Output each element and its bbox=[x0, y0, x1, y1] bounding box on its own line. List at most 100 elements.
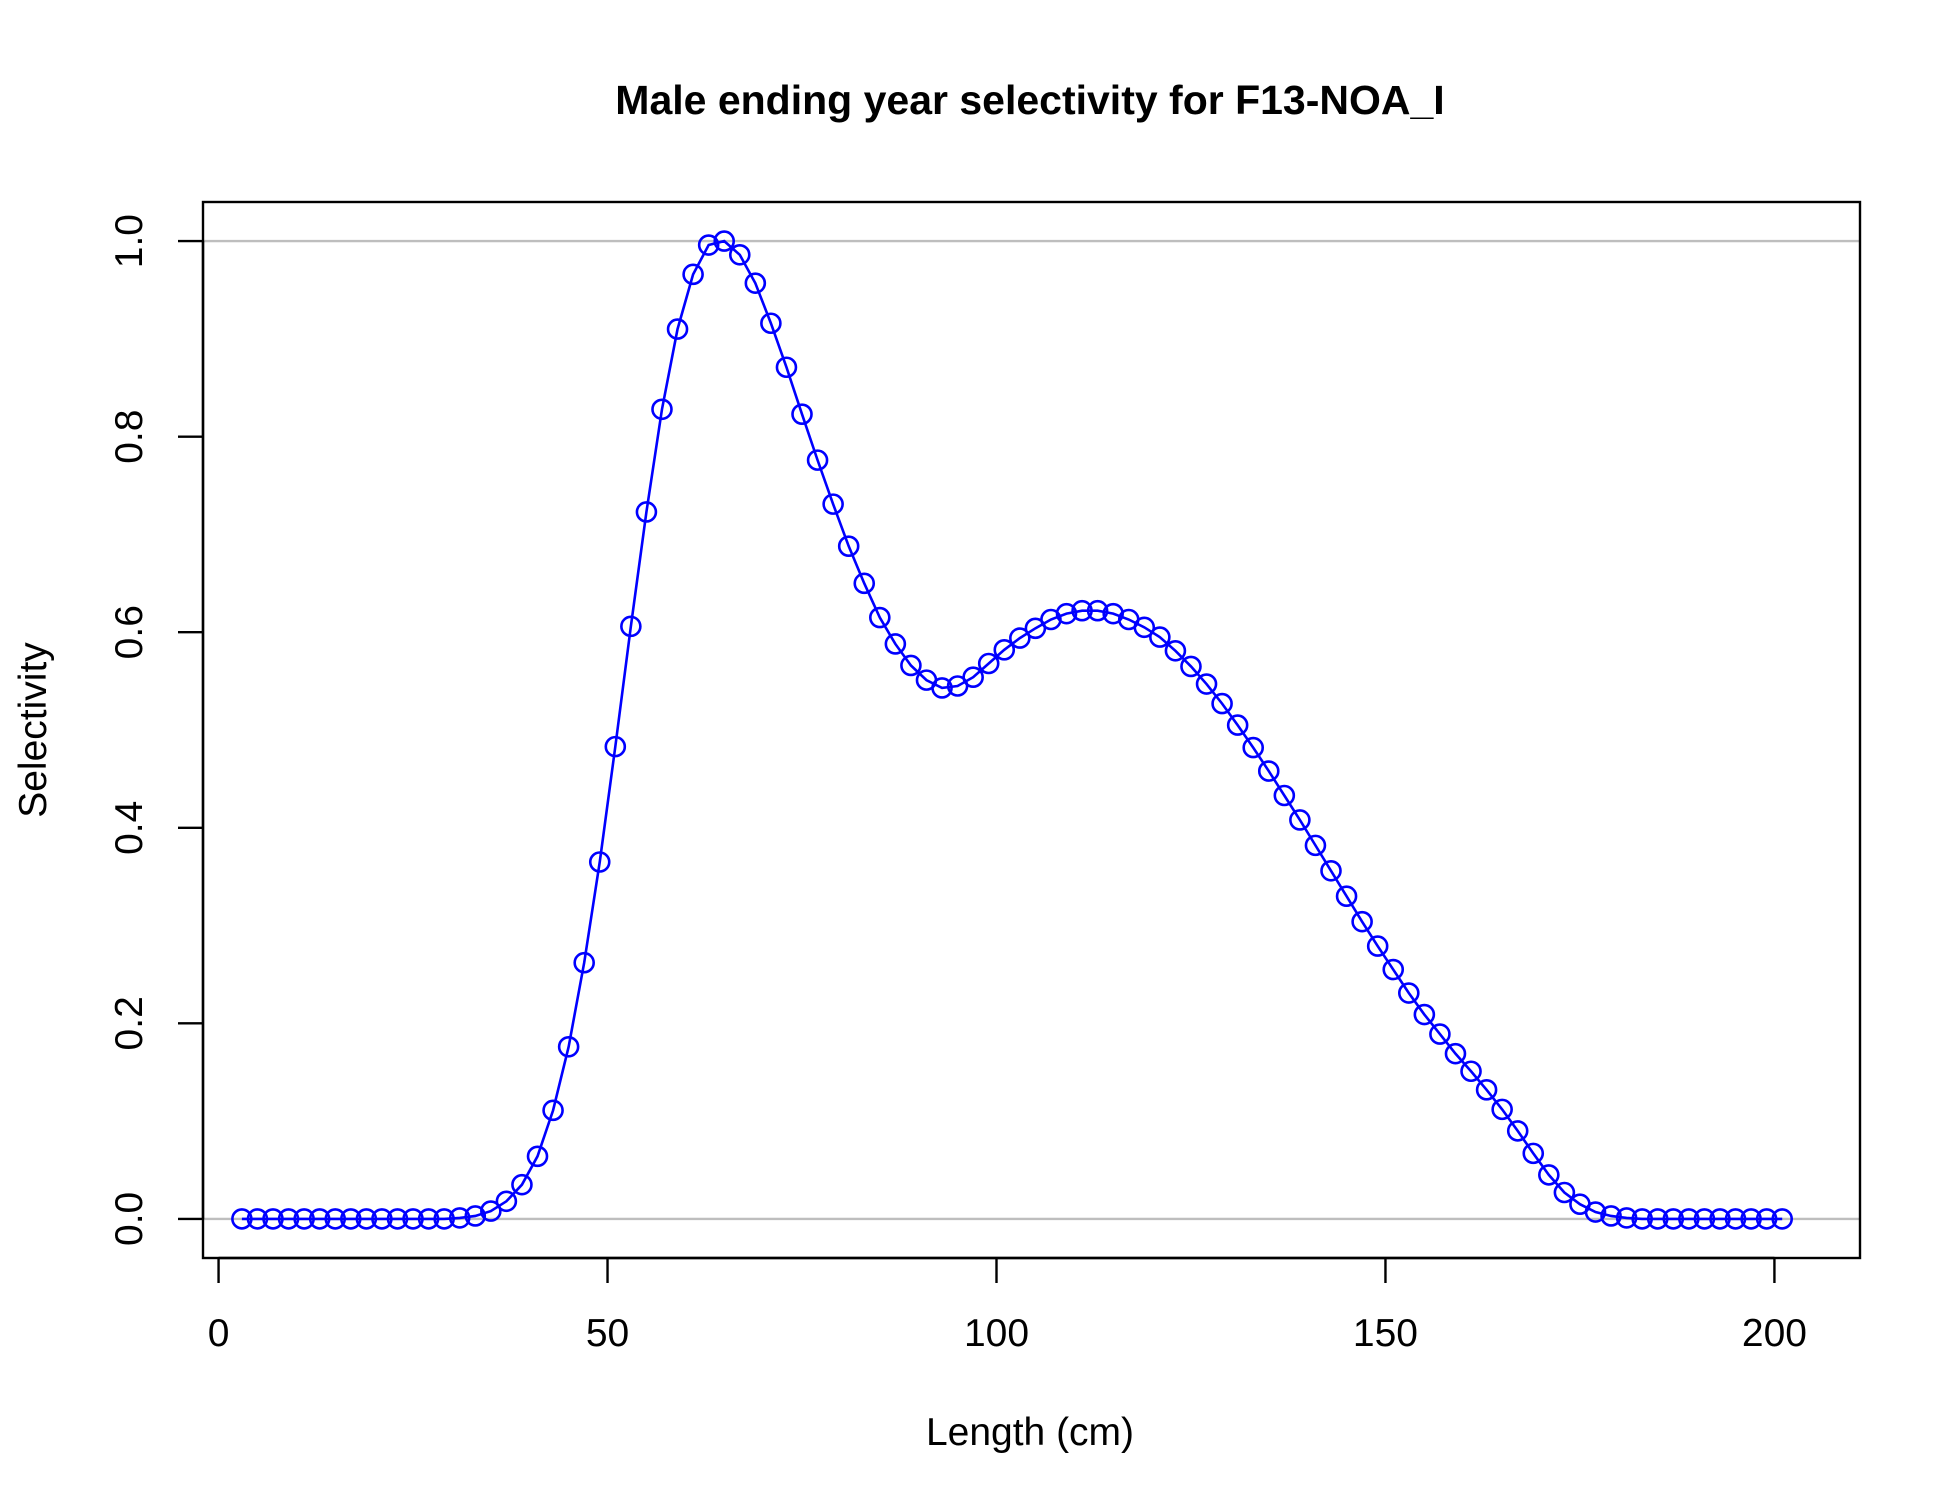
data-point bbox=[417, 1208, 440, 1230]
data-point bbox=[1506, 1120, 1529, 1142]
data-point bbox=[1366, 935, 1389, 957]
data-point bbox=[651, 398, 673, 421]
data-point bbox=[1662, 1208, 1685, 1230]
data-point bbox=[1086, 599, 1109, 622]
data-point bbox=[869, 606, 891, 629]
data-point bbox=[1709, 1208, 1731, 1230]
data-point bbox=[1693, 1208, 1716, 1230]
data-point bbox=[371, 1208, 393, 1230]
data-point bbox=[1304, 834, 1327, 857]
x-tick-label: 150 bbox=[1353, 1312, 1418, 1355]
y-tick-label: 0.2 bbox=[108, 996, 151, 1050]
data-point bbox=[355, 1208, 378, 1230]
data-point bbox=[402, 1208, 424, 1230]
data-point bbox=[1678, 1208, 1700, 1230]
data-point bbox=[1257, 760, 1280, 782]
data-point bbox=[480, 1200, 502, 1222]
data-point bbox=[1429, 1023, 1451, 1045]
data-point bbox=[1195, 673, 1218, 695]
data-point bbox=[697, 234, 720, 256]
data-point bbox=[1413, 1003, 1436, 1026]
data-point bbox=[324, 1208, 347, 1230]
data-point bbox=[1475, 1079, 1498, 1101]
data-point bbox=[1584, 1201, 1607, 1223]
data-point bbox=[1600, 1205, 1622, 1227]
data-point bbox=[511, 1173, 533, 1196]
data-point bbox=[1289, 809, 1311, 831]
series-layer bbox=[231, 230, 1794, 1230]
data-point bbox=[277, 1208, 300, 1230]
data-point bbox=[728, 244, 751, 266]
data-point bbox=[1646, 1208, 1669, 1230]
x-tick-label: 0 bbox=[208, 1312, 230, 1355]
x-tick-label: 50 bbox=[586, 1312, 629, 1355]
data-point bbox=[1740, 1208, 1762, 1230]
data-point bbox=[1164, 639, 1187, 662]
data-point bbox=[293, 1208, 315, 1230]
data-point bbox=[1615, 1207, 1638, 1229]
data-point bbox=[526, 1145, 549, 1168]
data-point bbox=[246, 1208, 269, 1230]
data-point bbox=[1211, 692, 1233, 715]
data-point bbox=[744, 272, 767, 294]
data-point bbox=[1226, 714, 1249, 736]
data-point bbox=[1397, 982, 1420, 1004]
data-point bbox=[791, 403, 813, 425]
data-point bbox=[931, 677, 953, 699]
data-point bbox=[682, 263, 704, 286]
data-point bbox=[1522, 1142, 1545, 1165]
x-tick-label: 200 bbox=[1742, 1312, 1807, 1355]
data-point bbox=[1133, 616, 1156, 639]
data-point bbox=[308, 1208, 331, 1230]
data-point bbox=[1242, 736, 1265, 759]
data-point bbox=[1071, 599, 1093, 622]
data-point bbox=[542, 1099, 564, 1122]
data-point bbox=[448, 1207, 471, 1229]
data-point bbox=[620, 615, 642, 638]
data-point bbox=[1771, 1208, 1794, 1230]
data-point bbox=[1755, 1208, 1778, 1230]
data-point bbox=[1553, 1181, 1576, 1204]
data-point bbox=[666, 318, 689, 340]
y-tick-label: 0.0 bbox=[108, 1192, 151, 1246]
data-point bbox=[884, 633, 907, 655]
y-axis-label: Selectivity bbox=[12, 642, 55, 818]
data-point bbox=[1335, 885, 1358, 908]
data-point bbox=[1538, 1164, 1560, 1186]
data-point bbox=[495, 1190, 518, 1213]
x-tick-label: 100 bbox=[964, 1312, 1029, 1355]
x-axis: 0 50 100 150 200 bbox=[208, 1256, 1807, 1355]
data-point bbox=[573, 951, 595, 974]
data-point bbox=[1149, 626, 1171, 648]
data-point bbox=[760, 312, 782, 335]
y-tick-label: 0.8 bbox=[108, 410, 151, 464]
data-point bbox=[588, 851, 611, 873]
data-point bbox=[806, 449, 829, 471]
data-point bbox=[837, 535, 860, 557]
data-point bbox=[713, 230, 736, 252]
data-point bbox=[1460, 1060, 1482, 1083]
data-point bbox=[993, 639, 1016, 661]
data-point bbox=[340, 1208, 362, 1230]
data-point bbox=[1180, 655, 1202, 678]
y-axis: 0.0 0.2 0.4 0.6 0.8 1.0 bbox=[108, 214, 205, 1246]
data-point bbox=[1631, 1208, 1653, 1230]
data-point bbox=[231, 1208, 253, 1230]
data-point bbox=[433, 1208, 455, 1230]
data-point bbox=[822, 493, 844, 515]
y-tick-label: 1.0 bbox=[108, 214, 151, 268]
data-point bbox=[635, 501, 658, 523]
data-point bbox=[853, 572, 876, 595]
y-tick-label: 0.4 bbox=[108, 801, 151, 855]
reference-lines bbox=[203, 239, 1860, 1221]
data-point bbox=[775, 356, 798, 379]
data-point bbox=[900, 654, 922, 677]
data-point bbox=[1320, 859, 1342, 882]
data-point bbox=[977, 652, 1000, 675]
data-point bbox=[1491, 1098, 1513, 1121]
data-point bbox=[557, 1036, 580, 1058]
data-point bbox=[962, 666, 984, 689]
